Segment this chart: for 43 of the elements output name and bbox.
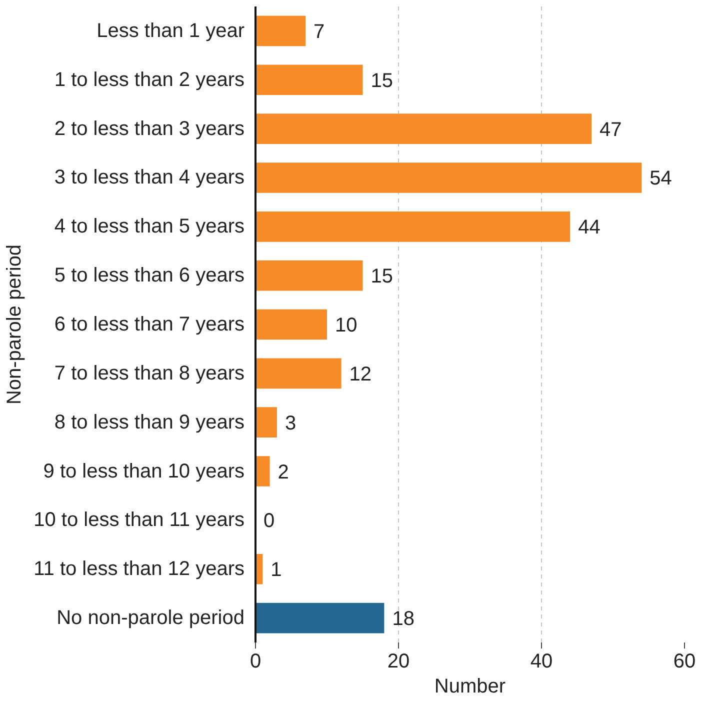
- y-tick-label: 8 to less than 9 years: [54, 411, 244, 434]
- y-tick-label: 1 to less than 2 years: [54, 68, 244, 91]
- bar: [256, 407, 277, 438]
- y-tick-label: 2 to less than 3 years: [54, 118, 244, 140]
- bar: [256, 602, 384, 634]
- y-tick-label: 3 to less than 4 years: [54, 166, 244, 189]
- y-tick-label: 9 to less than 10 years: [43, 460, 245, 482]
- data-label: 10: [335, 314, 358, 336]
- data-label: 1: [270, 559, 282, 582]
- bar: [256, 260, 363, 291]
- x-tick-label: 40: [530, 650, 553, 672]
- data-label: 18: [392, 608, 414, 630]
- data-label: 47: [600, 118, 622, 141]
- x-tick-label: 60: [673, 650, 696, 672]
- bar: [256, 456, 270, 486]
- y-tick-label: 7 to less than 8 years: [54, 362, 244, 384]
- x-tick-label: 20: [387, 650, 410, 672]
- bar: [256, 309, 327, 340]
- bar: [256, 114, 592, 144]
- data-label: 12: [349, 363, 372, 386]
- y-axis-title: Non-parole period: [4, 244, 26, 405]
- data-label: 15: [370, 70, 393, 92]
- x-tick-label: 0: [250, 650, 262, 672]
- y-tick-label: 6 to less than 7 years: [54, 314, 244, 336]
- data-label: 44: [578, 216, 600, 239]
- data-label: 15: [370, 266, 393, 288]
- y-tick-label: 4 to less than 5 years: [54, 216, 244, 238]
- data-label: 3: [284, 412, 296, 434]
- bar: [256, 358, 342, 389]
- x-axis-title: Number: [434, 676, 506, 698]
- y-tick-label: 11 to less than 12 years: [34, 558, 245, 580]
- bar: [256, 211, 570, 242]
- bar: [256, 64, 363, 96]
- y-tick-label: Less than 1 year: [96, 20, 245, 42]
- y-tick-label: No non-parole period: [56, 607, 245, 630]
- y-tick-label: 5 to less than 6 years: [54, 264, 244, 287]
- y-tick-label: 10 to less than 11 years: [34, 509, 245, 532]
- data-label: 2: [278, 461, 289, 484]
- data-label: 54: [650, 168, 672, 190]
- bar: [256, 162, 642, 193]
- data-label: 0: [264, 510, 275, 532]
- data-label: 7: [314, 20, 325, 43]
- bar: [256, 16, 306, 46]
